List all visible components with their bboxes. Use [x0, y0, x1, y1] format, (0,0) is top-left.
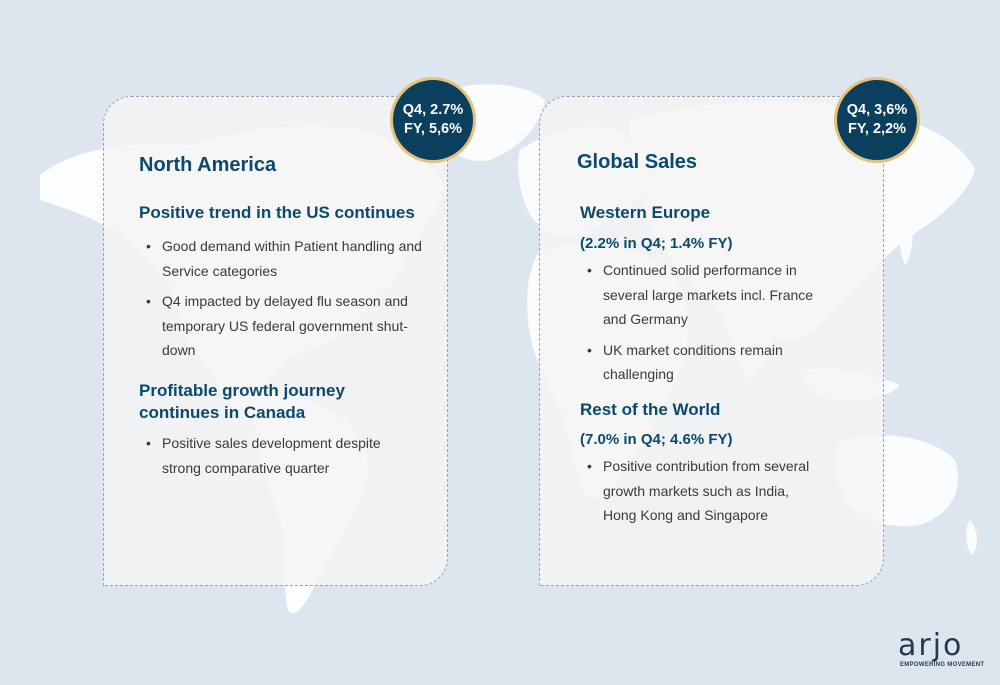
us-trend-bullets: Good demand within Patient handling and … — [139, 234, 429, 369]
badge-q4-value: Q4, 2.7% — [402, 102, 464, 118]
badge-fy-value: FY, 2,2% — [847, 121, 907, 137]
canada-heading-line1: Profitable growth journey — [139, 381, 345, 400]
north-america-growth-badge: Q4, 2.7% FY, 5,6% — [390, 77, 476, 163]
arjo-logo: arjo EMPOWERING MOVEMENT — [898, 628, 984, 672]
list-item: Q4 impacted by delayed flu season and te… — [139, 289, 429, 363]
north-america-card: North America Positive trend in the US c… — [103, 96, 448, 586]
logo-wordmark: arjo — [898, 628, 964, 663]
list-item: Positive sales development despite stron… — [139, 431, 409, 480]
badge-q4-value: Q4, 3,6% — [846, 102, 908, 118]
global-sales-card: Global Sales Western Europe (2.2% in Q4;… — [539, 96, 884, 586]
map-new-zealand — [966, 520, 978, 555]
rest-of-world-bullets: Positive contribution from several growt… — [580, 454, 820, 534]
global-sales-growth-badge: Q4, 3,6% FY, 2,2% — [834, 77, 920, 163]
canada-heading: Profitable growth journey continues in C… — [139, 380, 345, 424]
list-item: Continued solid performance in several l… — [580, 258, 820, 332]
list-item: UK market conditions remain challenging — [580, 338, 820, 387]
list-item: Good demand within Patient handling and … — [139, 234, 429, 283]
list-item: Positive contribution from several growt… — [580, 454, 820, 528]
canada-heading-line2: continues in Canada — [139, 403, 306, 422]
canada-bullets: Positive sales development despite stron… — [139, 431, 409, 486]
global-sales-title: Global Sales — [577, 151, 698, 173]
western-europe-subheading: (2.2% in Q4; 1.4% FY) — [580, 235, 733, 252]
rest-of-world-heading: Rest of the World — [580, 400, 721, 419]
north-america-title: North America — [139, 154, 277, 176]
badge-fy-value: FY, 5,6% — [403, 121, 463, 137]
western-europe-heading: Western Europe — [580, 203, 711, 222]
map-japan — [899, 215, 913, 265]
logo-tagline: EMPOWERING MOVEMENT — [900, 662, 985, 668]
western-europe-bullets: Continued solid performance in several l… — [580, 258, 820, 393]
rest-of-world-subheading: (7.0% in Q4; 4.6% FY) — [580, 431, 733, 448]
us-trend-heading: Positive trend in the US continues — [139, 203, 415, 222]
